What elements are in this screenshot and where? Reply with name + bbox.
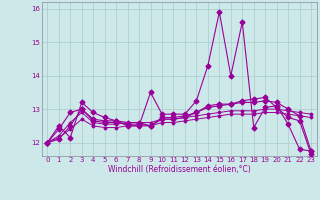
X-axis label: Windchill (Refroidissement éolien,°C): Windchill (Refroidissement éolien,°C) bbox=[108, 165, 251, 174]
